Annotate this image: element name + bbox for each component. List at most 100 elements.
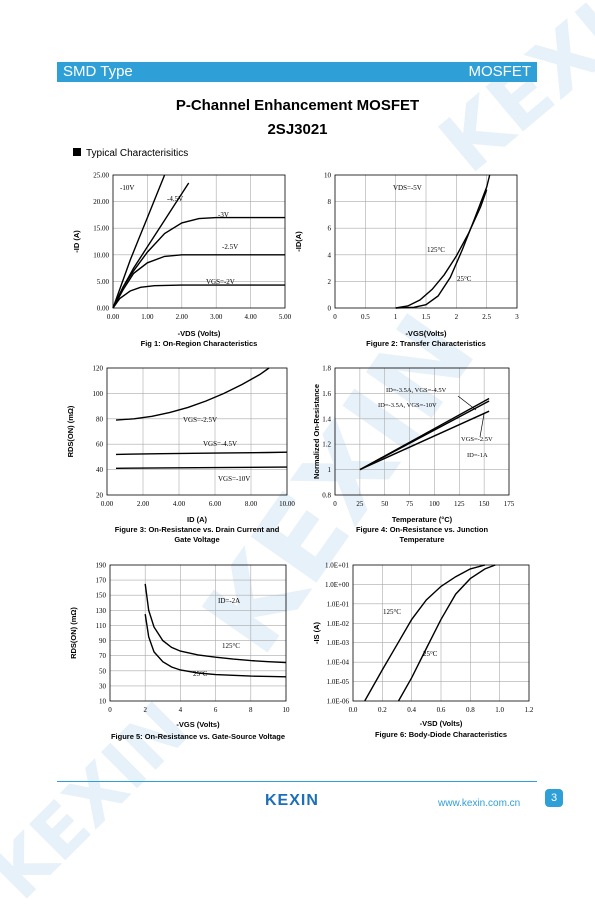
x-tick-label: 0.6 xyxy=(437,706,446,714)
y-tick-label: 0.00 xyxy=(97,305,110,313)
y-tick-label: 60 xyxy=(96,441,104,449)
series-label-1: -10V xyxy=(120,184,134,192)
x-tick-label: 0.8 xyxy=(466,706,475,714)
x-tick-label: 150 xyxy=(479,500,490,508)
x-tick-label: 0.00 xyxy=(101,500,114,508)
section-label: Typical Characterisitics xyxy=(86,148,189,159)
page-number: 3 xyxy=(545,789,563,807)
series-line-1 xyxy=(144,583,287,664)
series-line-2 xyxy=(359,400,490,471)
x-axis-label: -VSD (Volts) xyxy=(420,719,463,728)
y-tick-label: 70 xyxy=(99,652,107,660)
x-tick-label: 2 xyxy=(455,313,459,321)
chart-2: 0 0.5 1 1.5 2 2.5 3 0 2 4 6 8 10 125°C 25°C VDS=-5V -VGS… xyxy=(294,172,519,349)
series-label-3: VGS=-10V xyxy=(218,475,250,483)
header-category: MOSFET xyxy=(468,63,532,80)
bullet-square-icon xyxy=(73,148,81,156)
chart-4: 0 25 50 75 100 125 150 175 0.8 1 1.2 1.4 1.6 1.8 ID=-3… xyxy=(312,365,515,545)
y-tick-label: 100 xyxy=(93,390,104,398)
footer-logo: KEXIN xyxy=(265,792,319,809)
series-label-2: 25°C xyxy=(457,275,472,283)
y-tick-label: 5.00 xyxy=(97,278,110,286)
x-tick-label: 25 xyxy=(356,500,364,508)
y-tick-label: 2 xyxy=(328,278,332,286)
y-tick-label: 150 xyxy=(96,592,107,600)
footer-line xyxy=(57,781,537,782)
x-tick-label: 8.00 xyxy=(245,500,258,508)
series-label-3: -3V xyxy=(218,211,229,219)
y-tick-label: 1.0E-02 xyxy=(327,620,350,628)
x-tick-label: 4.00 xyxy=(244,313,257,321)
plot-frame xyxy=(352,564,530,702)
caption: Figure 2: Transfer Characteristics xyxy=(366,339,486,348)
x-tick-label: 5.00 xyxy=(279,313,292,321)
plot-frame xyxy=(334,367,510,496)
caption-line-1: Figure 3: On-Resistance vs. Drain Curren… xyxy=(115,525,280,534)
y-tick-label: 30 xyxy=(99,682,107,690)
x-tick-label: 175 xyxy=(504,500,515,508)
y-tick-label: 130 xyxy=(96,607,107,615)
series-line-2 xyxy=(115,451,288,456)
y-tick-label: 80 xyxy=(96,415,104,423)
x-tick-label: 0.5 xyxy=(361,313,370,321)
series-label-2: VGS=-4.5V xyxy=(203,440,237,448)
x-tick-label: 2 xyxy=(143,706,147,714)
x-tick-label: 1 xyxy=(394,313,398,321)
x-tick-label: 125 xyxy=(454,500,465,508)
y-tick-label: 1.0E+01 xyxy=(325,562,349,570)
y-axis-label: -IS (A) xyxy=(312,621,321,644)
x-tick-label: 1.00 xyxy=(141,313,154,321)
plot-frame xyxy=(112,174,286,309)
caption: Figure 5: On-Resistance vs. Gate-Source … xyxy=(111,732,285,741)
annotation-1: ID=-3.5A, VGS=-4.5V xyxy=(386,387,447,394)
x-tick-label: 1.2 xyxy=(525,706,534,714)
chart-3: 0.00 2.00 4.00 6.00 8.00 10.00 20 40 60 80 100 120 V… xyxy=(66,365,295,545)
x-axis-label: -VGS (Volts) xyxy=(176,720,220,729)
annotation-arrow-2 xyxy=(479,413,485,438)
x-tick-label: 4.00 xyxy=(173,500,186,508)
x-tick-label: 0.4 xyxy=(407,706,416,714)
x-tick-label: 3 xyxy=(515,313,519,321)
y-axis-label: -ID(A) xyxy=(294,231,303,252)
annotation-arrow-1 xyxy=(457,395,477,411)
plot-frame xyxy=(334,174,518,309)
x-tick-label: 8 xyxy=(249,706,253,714)
annotation-3: VGS=-2.5V xyxy=(461,436,493,443)
series-label-1: 125°C xyxy=(427,246,445,254)
x-axis-label: -VGS(Volts) xyxy=(405,329,447,338)
x-tick-label: 1.5 xyxy=(422,313,431,321)
series-line-2 xyxy=(144,613,287,678)
annotation-4: ID=-1A xyxy=(467,452,488,459)
x-tick-label: 0.2 xyxy=(378,706,387,714)
x-tick-label: 2.00 xyxy=(137,500,150,508)
x-tick-label: 100 xyxy=(429,500,440,508)
plot-frame xyxy=(109,564,287,702)
y-tick-label: 190 xyxy=(96,562,107,570)
footer-url: www.kexin.com.cn xyxy=(438,798,521,809)
series-line-1 xyxy=(115,367,270,421)
x-tick-label: 75 xyxy=(406,500,414,508)
header-banner: SMD Type MOSFET xyxy=(57,62,537,82)
x-axis-label: ID (A) xyxy=(187,515,207,524)
x-tick-label: 0 xyxy=(108,706,112,714)
series-label-1: 125°C xyxy=(222,642,240,650)
series-label-1: VGS=-2.5V xyxy=(183,416,217,424)
annotation-2: ID=-3.5A, VGS=-10V xyxy=(378,402,437,409)
y-tick-label: 20 xyxy=(96,492,104,500)
chart-1: 0.00 1.00 2.00 3.00 4.00 5.00 0.00 5.00 10.00 15.… xyxy=(72,172,292,349)
series-line-2 xyxy=(395,174,491,309)
caption-line-2: Gate Voltage xyxy=(174,535,219,544)
caption-line-1: Figure 4: On-Resistance vs. Junction xyxy=(356,525,489,534)
series-label-2: -4.5V xyxy=(167,195,183,203)
y-tick-label: 170 xyxy=(96,577,107,585)
header-type: SMD Type xyxy=(63,63,133,80)
series-line-3 xyxy=(359,410,490,471)
x-tick-label: 50 xyxy=(381,500,389,508)
y-tick-label: 25.00 xyxy=(93,172,109,180)
y-tick-label: 10 xyxy=(324,172,332,180)
series-label-5: VGS=-2V xyxy=(206,278,235,286)
y-tick-label: 90 xyxy=(99,637,107,645)
series-line-2 xyxy=(397,564,496,702)
x-tick-label: 10.00 xyxy=(279,500,295,508)
y-tick-label: 1.0E-03 xyxy=(327,639,350,647)
